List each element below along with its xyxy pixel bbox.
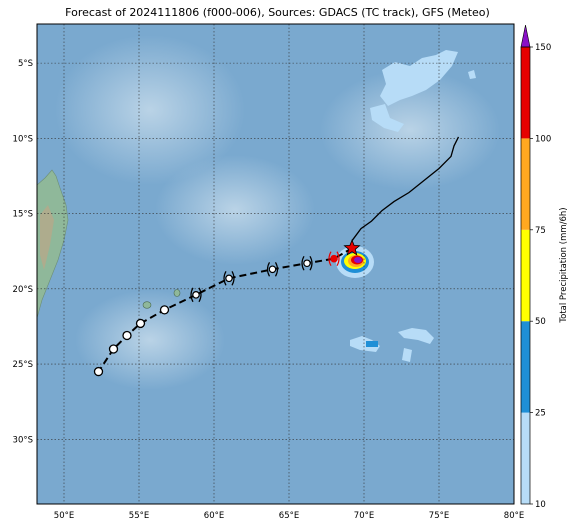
precip-moderate-area	[366, 341, 378, 347]
precip-light-areas	[350, 50, 476, 362]
lon-tick-label: 80°E	[504, 511, 524, 521]
colorbar-tick-label: 50	[535, 317, 546, 327]
lon-tick-label: 75°E	[429, 511, 449, 521]
colorbar-tick-label: 150	[535, 43, 551, 53]
colorbar-band	[521, 321, 530, 413]
cloud-haze	[320, 70, 500, 190]
low-pressure-marker	[122, 330, 132, 341]
cloud-haze	[55, 35, 245, 185]
lat-tick-label: 25°S	[13, 360, 33, 370]
lon-tick-label: 65°E	[279, 511, 299, 521]
lon-tick-label: 55°E	[129, 511, 149, 521]
map-frame	[36, 23, 515, 505]
lat-tick-label: 30°S	[13, 435, 33, 445]
lat-tick-label: 10°S	[13, 134, 33, 144]
colorbar-tick-label: 25	[535, 409, 546, 419]
lon-tick-label: 60°E	[204, 511, 224, 521]
colorbar-band	[521, 412, 530, 504]
current-position-star-icon	[343, 239, 361, 256]
madagascar-landmass	[37, 169, 69, 319]
colorbar-tick-label: 75	[535, 226, 546, 236]
colorbar-tick-label: 100	[535, 134, 551, 144]
low-pressure-marker	[159, 305, 170, 315]
cyclone-tracks	[93, 136, 460, 377]
observed-track-line	[351, 136, 460, 242]
low-pressure-marker	[135, 318, 146, 329]
lat-tick-label: 15°S	[13, 210, 33, 220]
gridlines	[37, 24, 514, 504]
storm-precip-blob	[336, 246, 374, 278]
colorbar-band	[521, 47, 530, 139]
lon-tick-label: 50°E	[54, 511, 74, 521]
lat-tick-label: 20°S	[13, 285, 33, 295]
cyclone-marker	[266, 261, 279, 277]
colorbar-frame	[520, 46, 531, 505]
cyclone-marker	[301, 255, 313, 271]
low-pressure-marker	[108, 344, 119, 354]
colorbar-band	[521, 229, 530, 322]
colorbar-extend-arrow	[520, 24, 531, 48]
colorbar-band	[521, 138, 530, 230]
cloud-haze	[155, 155, 315, 265]
lat-tick-label: 5°S	[18, 59, 33, 69]
cyclone-marker	[223, 270, 235, 286]
map-title: Forecast of 2024111806 (f000-006), Sourc…	[65, 6, 490, 19]
cloud-haze	[75, 290, 225, 390]
axis-labels: 50°E 55°E 60°E 65°E 70°E 75°E 80°E 5°S 10°S 15°S 2…	[13, 59, 525, 521]
colorbar-title: Total Precipitation (mm/6h)	[559, 207, 569, 323]
madagascar-highlands	[40, 205, 54, 270]
reunion-island	[142, 301, 152, 309]
mauritius-island	[173, 289, 181, 297]
forecast-track-line	[97, 247, 353, 373]
lon-tick-label: 70°E	[354, 511, 374, 521]
colorbar-tick-label: 10	[535, 500, 546, 510]
cyclone-marker	[328, 251, 340, 267]
colorbar: 10 25 50 75 100 150	[520, 24, 551, 510]
cyclone-marker	[190, 287, 202, 303]
low-pressure-marker	[93, 366, 104, 377]
